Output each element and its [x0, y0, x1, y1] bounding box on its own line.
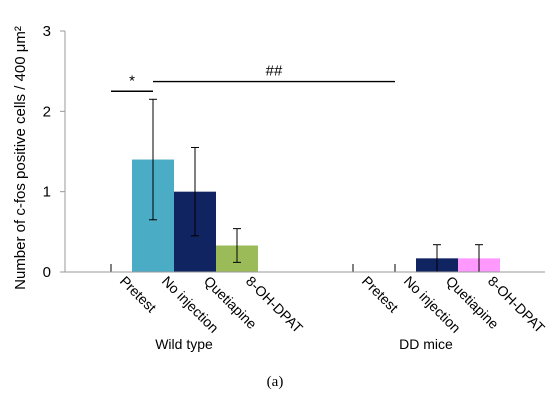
- y-tick-label: 3: [43, 23, 51, 40]
- y-axis-label: Number of c-fos positive cells / 400 μm²: [12, 26, 29, 290]
- axes: 0 1 2 3: [43, 23, 545, 281]
- group-label: DD mice: [399, 336, 453, 352]
- significance-annotations: * ##: [111, 63, 395, 92]
- category-label: Pretest: [117, 273, 160, 316]
- error-bars-layer: [110, 98, 483, 273]
- y-tick-label: 0: [43, 264, 51, 281]
- group-label: Wild type: [155, 336, 213, 352]
- category-label: Pretest: [359, 273, 402, 316]
- y-tick-label: 2: [43, 103, 51, 120]
- bars-layer: [132, 159, 500, 272]
- significance-marker: *: [129, 72, 135, 89]
- y-tick-label: 1: [43, 184, 51, 201]
- figure-caption: (a): [267, 374, 284, 390]
- labels-layer: Pretest No injectionQuetiapine8-OH-DPATWi…: [117, 273, 549, 352]
- significance-marker: ##: [266, 63, 283, 80]
